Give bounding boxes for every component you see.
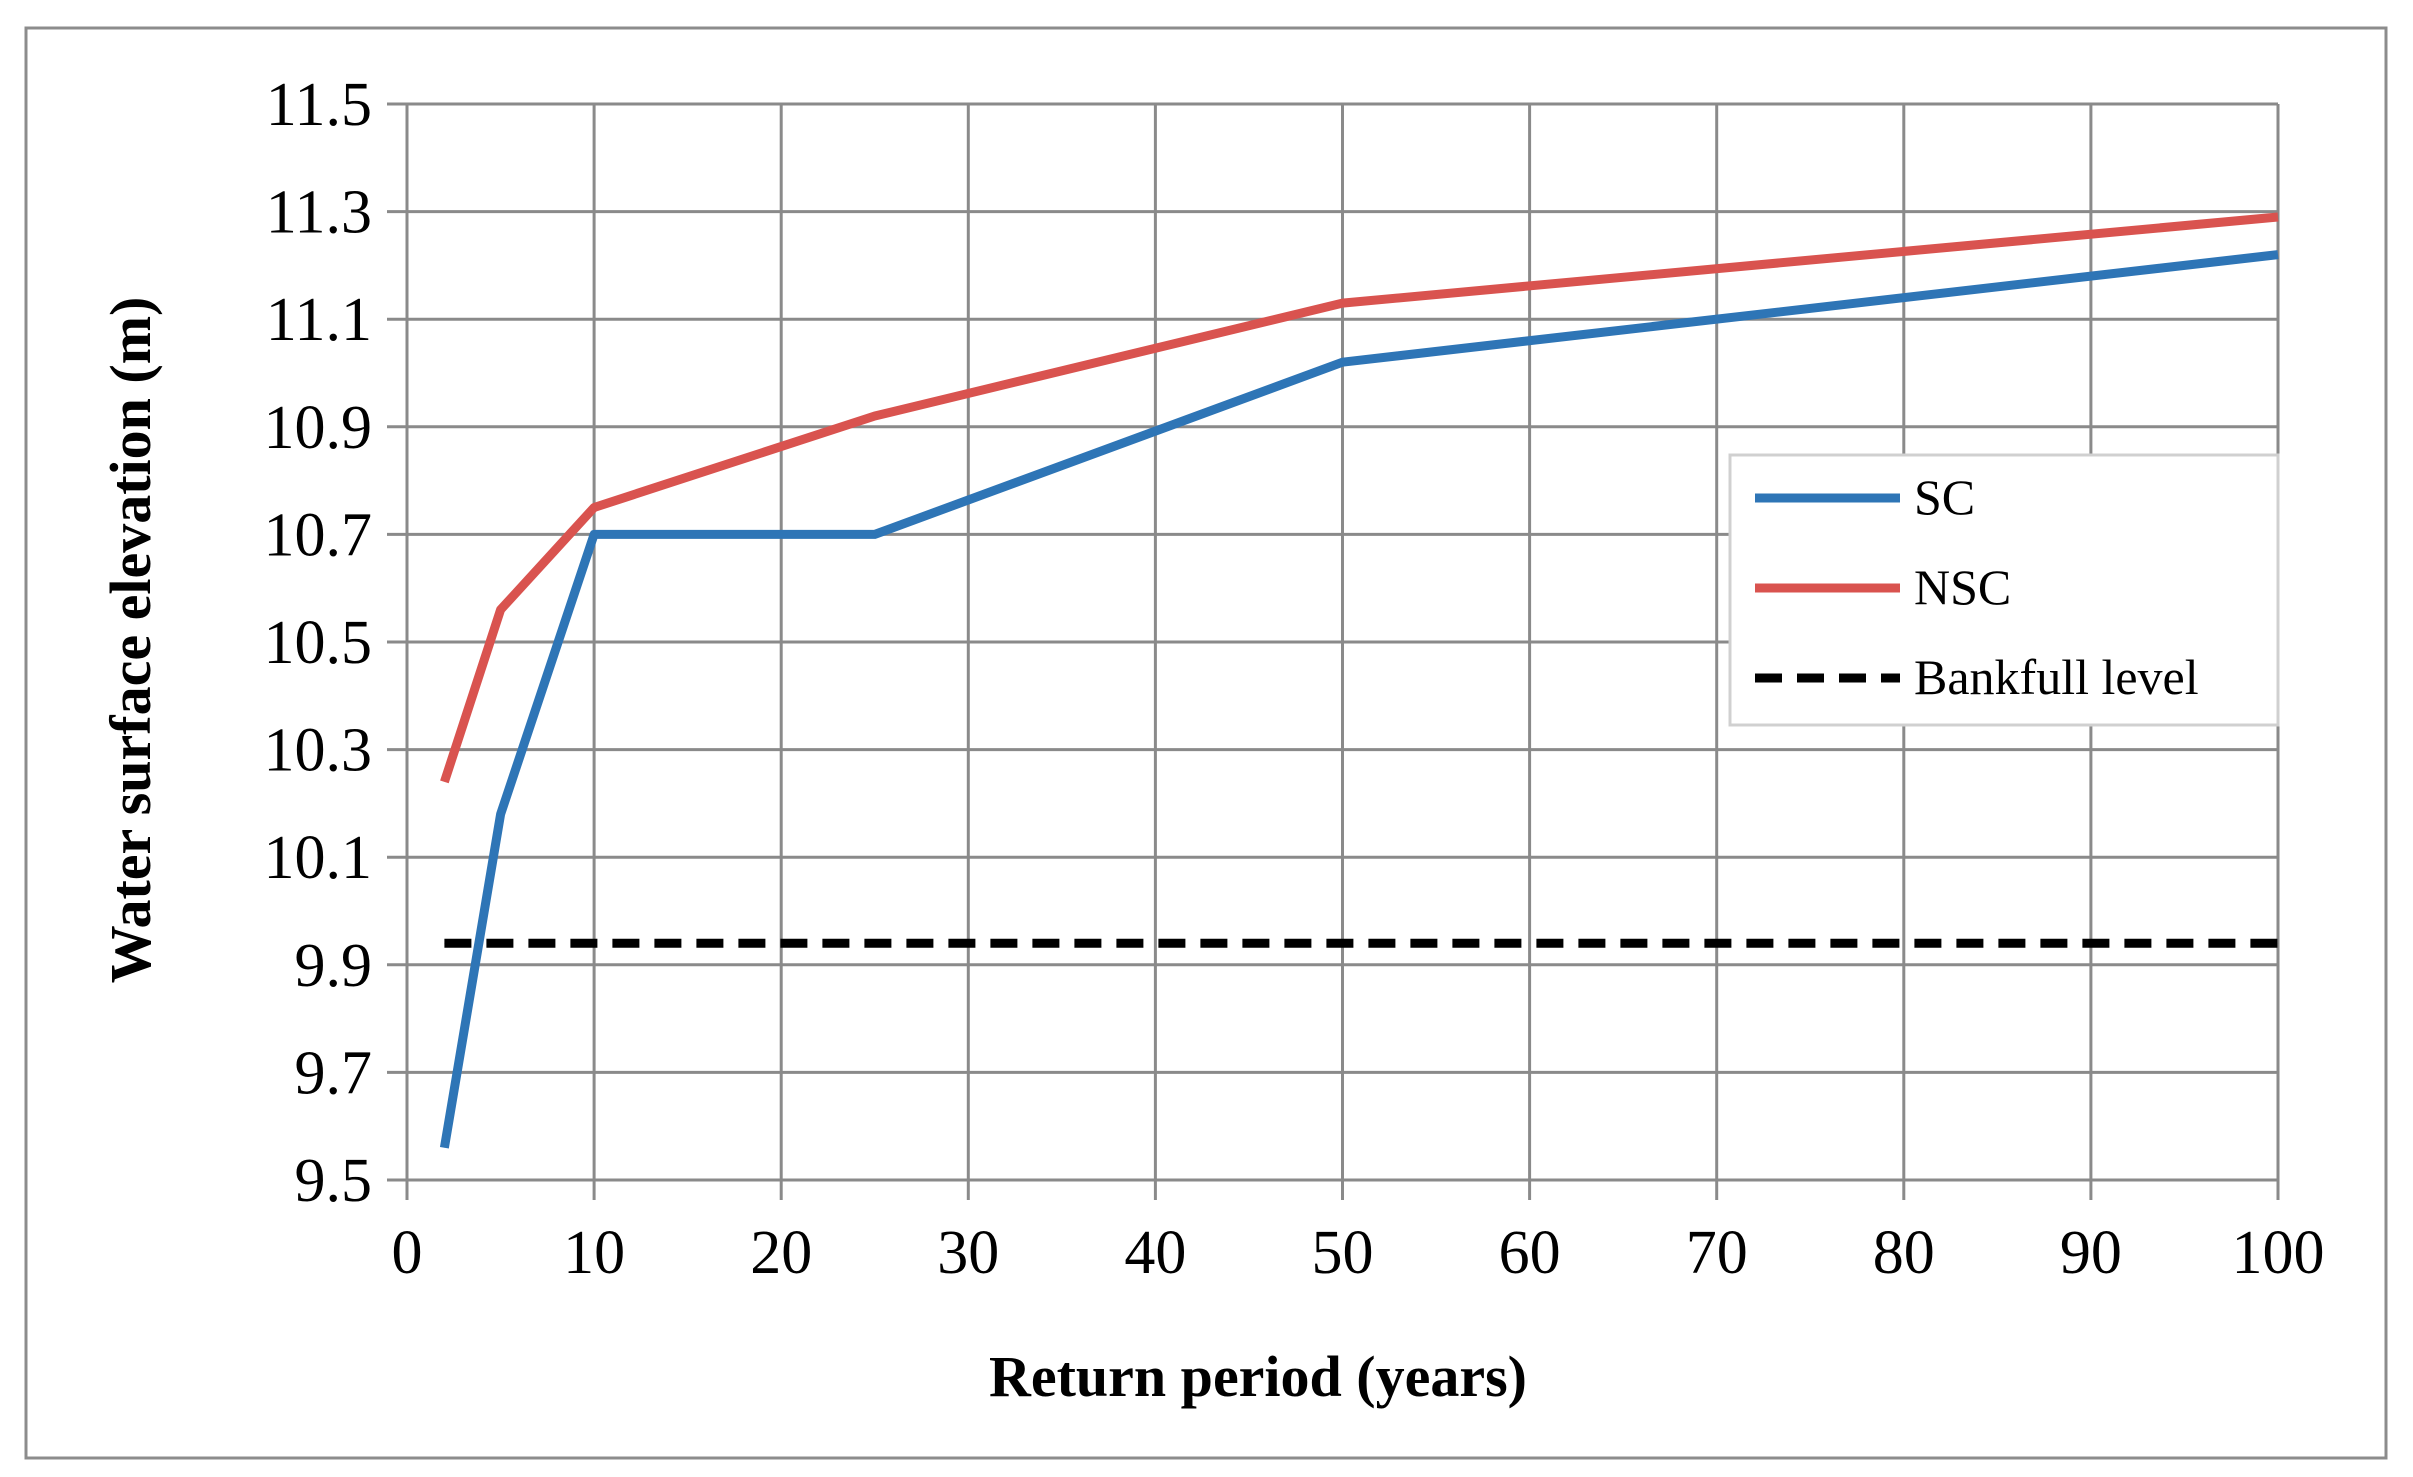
chart-frame bbox=[24, 26, 2388, 1460]
y-tick-label-10.7: 10.7 bbox=[264, 501, 373, 569]
x-tick-label-100: 100 bbox=[2232, 1219, 2325, 1287]
y-tick-label-11.3: 11.3 bbox=[266, 179, 372, 247]
x-tick-label-60: 60 bbox=[1499, 1219, 1561, 1287]
plot-area bbox=[439, 212, 2279, 1149]
y-tick-label-11.1: 11.1 bbox=[266, 286, 372, 354]
legend-label-sc: SC bbox=[1914, 469, 1975, 525]
x-axis-title: Return period (years) bbox=[989, 1344, 1527, 1409]
y-tick-label-9.7: 9.7 bbox=[295, 1039, 373, 1107]
x-tick-label-40: 40 bbox=[1124, 1219, 1186, 1287]
axes bbox=[387, 102, 2280, 1200]
legend-label-nsc: NSC bbox=[1914, 559, 2011, 615]
x-tick-label-20: 20 bbox=[750, 1219, 812, 1287]
legend-label-bankfull: Bankfull level bbox=[1914, 649, 2199, 705]
x-tick-label-50: 50 bbox=[1312, 1219, 1374, 1287]
x-tick-label-0: 0 bbox=[392, 1219, 423, 1287]
y-tick-label-10.9: 10.9 bbox=[264, 394, 373, 462]
x-tick-label-30: 30 bbox=[937, 1219, 999, 1287]
y-tick-label-10.5: 10.5 bbox=[264, 609, 373, 677]
x-tick-label-10: 10 bbox=[563, 1219, 625, 1287]
y-tick-label-11.5: 11.5 bbox=[266, 71, 372, 139]
x-tick-label-90: 90 bbox=[2060, 1219, 2122, 1287]
y-tick-label-9.9: 9.9 bbox=[295, 932, 373, 1000]
series-line-sc bbox=[439, 250, 2279, 1149]
y-tick-label-9.5: 9.5 bbox=[295, 1147, 373, 1215]
legend: SC NSC Bankfull level bbox=[1728, 453, 2280, 727]
y-tick-label-10.3: 10.3 bbox=[264, 717, 373, 785]
tick-labels: 0 10 20 30 40 50 60 70 80 90 100 9.5 9.7 9.9 10.1 10.3 1… bbox=[264, 71, 2325, 1287]
y-tick-label-10.1: 10.1 bbox=[264, 824, 373, 892]
series-line-nsc bbox=[440, 212, 2279, 784]
x-tick-label-80: 80 bbox=[1873, 1219, 1935, 1287]
y-axis-title: Water surface elevation (m) bbox=[98, 297, 163, 984]
x-tick-label-70: 70 bbox=[1686, 1219, 1748, 1287]
